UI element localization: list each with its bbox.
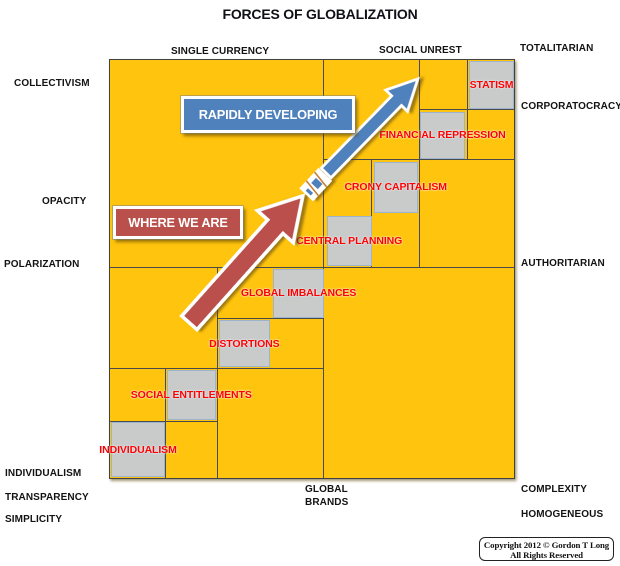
stair-cell-global-imbalances[interactable]: GLOBAL IMBALANCES	[241, 268, 356, 318]
matrix-board: INDIVIDUALISM SOCIAL ENTITLEMENTS DISTOR…	[99, 59, 515, 479]
copyright-line2: All Rights Reserved	[510, 550, 583, 560]
rapidly-developing-label: RAPIDLY DEVELOPING	[198, 107, 338, 122]
grid-line-v-distortions	[217, 267, 219, 478]
axis-label-brands: BRANDS	[305, 496, 349, 508]
stair-cell-individualism[interactable]: INDIVIDUALISM	[99, 422, 177, 477]
arrow-junction-band	[299, 167, 333, 202]
grid-line-h-imbalances	[217, 318, 324, 320]
axis-label-global-brands: GLOBAL BRANDS	[305, 483, 348, 509]
grid-line-h-center	[110, 266, 514, 268]
axis-label-simplicity: SIMPLICITY	[5, 514, 63, 525]
axis-label-polarization: POLARIZATION	[4, 258, 80, 270]
stair-label: FINANCIAL REPRESSION	[379, 129, 506, 141]
grid-line-v-right-quad	[418, 60, 420, 267]
grid-line-v-socent	[165, 368, 167, 478]
stair-cell-statism[interactable]: STATISM	[469, 61, 514, 109]
axis-label-global: GLOBAL	[305, 483, 348, 495]
grid-line-v-crony	[371, 159, 373, 267]
grid-line-h-individualism	[110, 420, 218, 422]
axis-label-single-currency: SINGLE CURRENCY	[171, 45, 270, 57]
copyright-box: Copyright 2012 © Gordon T Long All Right…	[479, 537, 614, 561]
grid-line-h-finrep	[323, 159, 514, 161]
axis-label-social-unrest: SOCIAL UNREST	[379, 44, 462, 56]
axis-label-opacity: OPACITY	[42, 196, 87, 207]
axis-label-authoritarian: AUTHORITARIAN	[521, 257, 605, 269]
stair-cell-distortions[interactable]: DISTORTIONS	[209, 320, 280, 367]
stair-label: STATISM	[469, 78, 514, 91]
copyright-line1: Copyright 2012 © Gordon T Long	[483, 539, 610, 550]
page-title: FORCES OF GLOBALIZATION	[222, 6, 418, 22]
axis-label-corporatocracy: CORPORATOCRACY	[521, 101, 620, 112]
stair-label: SOCIAL ENTITLEMENTS	[130, 388, 252, 401]
grid-line-h-socent	[110, 368, 324, 370]
stair-label: GLOBAL IMBALANCES	[240, 287, 357, 300]
axis-label-individualism: INDIVIDUALISM	[5, 468, 82, 479]
axis-label-homogeneous: HOMOGENEOUS	[521, 508, 604, 520]
stair-label: DISTORTIONS	[209, 337, 280, 350]
grid-line-h-statism	[418, 109, 514, 111]
where-we-are-box[interactable]: WHERE WE ARE	[113, 206, 243, 239]
stair-label: INDIVIDUALISM	[99, 443, 177, 456]
stair-cell-financial-repression[interactable]: FINANCIAL REPRESSION	[379, 111, 506, 159]
blue-arrow-rapidly-developing	[319, 76, 420, 180]
where-we-are-label: WHERE WE ARE	[128, 215, 228, 230]
axis-label-transparency: TRANSPARENCY	[5, 491, 89, 503]
axis-label-collectivism: COLLECTIVISM	[14, 78, 90, 89]
stair-cell-central-planning[interactable]: CENTRAL PLANNING	[296, 215, 402, 267]
rapidly-developing-box[interactable]: RAPIDLY DEVELOPING	[181, 96, 355, 133]
axis-label-complexity: COMPLEXITY	[521, 483, 588, 495]
stair-label: CENTRAL PLANNING	[296, 234, 403, 247]
stair-cell-social-entitlements[interactable]: SOCIAL ENTITLEMENTS	[131, 369, 252, 420]
axis-label-totalitarian: TOTALITARIAN	[520, 42, 594, 54]
stair-label: CRONY CAPITALISM	[344, 181, 447, 194]
stair-cell-crony-capitalism[interactable]: CRONY CAPITALISM	[344, 161, 447, 213]
red-arrow-where-we-are	[179, 193, 306, 333]
